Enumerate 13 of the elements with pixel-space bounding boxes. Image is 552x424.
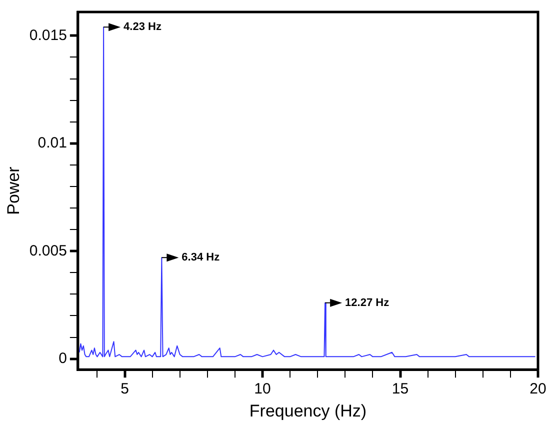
y-tick-label: 0.01 [38,134,67,152]
annotation: 12.27 Hz [345,296,390,309]
x-tick-label: 20 [530,380,546,398]
x-tick-label: 15 [392,380,409,398]
y-tick-label: 0.015 [29,26,67,44]
annotation: 4.23 Hz [124,21,162,34]
x-tick-label: 10 [254,380,271,398]
y-tick-label: 0 [58,350,67,367]
x-tick-label: 5 [120,380,129,398]
y-tick-label: 0.005 [29,242,67,260]
x-axis-title: Frequency (Hz) [249,401,367,420]
annotation: 6.34 Hz [182,252,220,264]
y-axis-title: Power [4,166,23,215]
